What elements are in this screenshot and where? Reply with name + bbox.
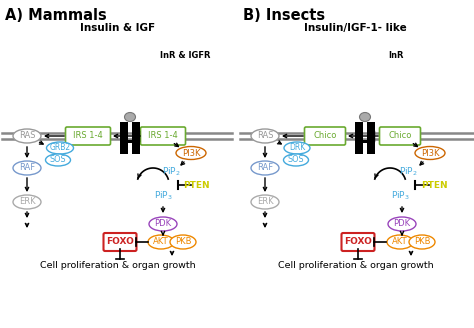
Text: B) Insects: B) Insects [243, 8, 325, 23]
Ellipse shape [415, 147, 445, 159]
Text: SOS: SOS [288, 155, 304, 165]
Ellipse shape [13, 129, 41, 143]
Text: IRS 1-4: IRS 1-4 [73, 132, 103, 140]
Ellipse shape [125, 113, 136, 121]
Text: PI3K: PI3K [421, 149, 439, 157]
Ellipse shape [251, 129, 279, 143]
Ellipse shape [251, 161, 279, 175]
FancyBboxPatch shape [341, 233, 374, 251]
Text: RAS: RAS [19, 132, 35, 140]
Text: A) Mammals: A) Mammals [5, 8, 107, 23]
Ellipse shape [170, 235, 196, 249]
Text: GRB2: GRB2 [49, 144, 71, 153]
Ellipse shape [409, 235, 435, 249]
FancyBboxPatch shape [65, 127, 110, 145]
Ellipse shape [13, 161, 41, 175]
Ellipse shape [176, 147, 206, 159]
Text: AKT: AKT [153, 237, 169, 247]
Text: RAS: RAS [257, 132, 273, 140]
Text: PiP$_2$: PiP$_2$ [162, 166, 181, 178]
FancyBboxPatch shape [103, 233, 137, 251]
Text: PTEN: PTEN [182, 180, 210, 190]
Text: InR: InR [388, 51, 403, 60]
Bar [120, 122, 128, 154]
Text: InR & IGFR: InR & IGFR [160, 51, 210, 60]
Text: ERK: ERK [257, 197, 273, 207]
Text: PTEN: PTEN [421, 180, 447, 190]
Text: Cell proliferation & organ growth: Cell proliferation & organ growth [278, 261, 434, 271]
Ellipse shape [46, 142, 73, 154]
Text: PDK: PDK [155, 219, 172, 229]
Text: PiP$_2$: PiP$_2$ [399, 166, 418, 178]
Text: Insulin/IGF-1- like: Insulin/IGF-1- like [304, 23, 406, 33]
Text: RAF: RAF [257, 163, 273, 173]
Ellipse shape [251, 195, 279, 209]
FancyBboxPatch shape [380, 127, 420, 145]
Ellipse shape [13, 195, 41, 209]
Text: DRK: DRK [289, 144, 305, 153]
Bar [355, 140, 375, 143]
Text: FOXO: FOXO [106, 237, 134, 247]
Text: Cell proliferation & organ growth: Cell proliferation & organ growth [40, 261, 196, 271]
Ellipse shape [283, 154, 309, 166]
Text: FOXO: FOXO [344, 237, 372, 247]
Text: RAF: RAF [19, 163, 35, 173]
Text: PiP$_3$: PiP$_3$ [154, 190, 173, 202]
Ellipse shape [284, 142, 310, 154]
Text: PDK: PDK [393, 219, 410, 229]
Bar [355, 122, 363, 154]
Ellipse shape [148, 235, 174, 249]
Bar [132, 122, 140, 154]
Bar [367, 122, 375, 154]
Text: Chico: Chico [388, 132, 412, 140]
Text: ERK: ERK [18, 197, 35, 207]
FancyBboxPatch shape [304, 127, 346, 145]
Ellipse shape [149, 217, 177, 231]
Text: PKB: PKB [175, 237, 191, 247]
Text: Chico: Chico [313, 132, 337, 140]
Text: AKT: AKT [392, 237, 408, 247]
Text: PKB: PKB [414, 237, 430, 247]
Text: Insulin & IGF: Insulin & IGF [81, 23, 155, 33]
Text: PI3K: PI3K [182, 149, 200, 157]
Text: IRS 1-4: IRS 1-4 [148, 132, 178, 140]
FancyBboxPatch shape [140, 127, 185, 145]
Text: PiP$_3$: PiP$_3$ [391, 190, 410, 202]
Ellipse shape [387, 235, 413, 249]
Bar [120, 140, 140, 143]
Ellipse shape [388, 217, 416, 231]
Ellipse shape [46, 154, 71, 166]
Ellipse shape [359, 113, 371, 121]
Text: SOS: SOS [50, 155, 66, 165]
